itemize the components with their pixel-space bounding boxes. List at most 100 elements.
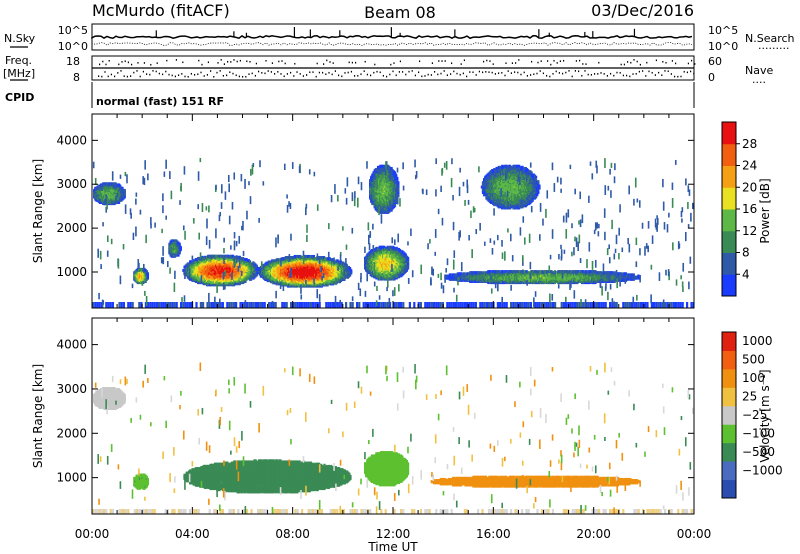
power-cell (516, 275, 519, 279)
power-cell (147, 302, 150, 308)
power-cell (251, 262, 254, 266)
nave-point (274, 72, 276, 75)
power-cell (215, 302, 218, 308)
power-cell (320, 256, 323, 260)
nave-point (504, 74, 506, 77)
power-cell (252, 261, 255, 265)
nave-point (571, 75, 573, 78)
nave-point (299, 73, 301, 75)
power-cell (498, 270, 501, 274)
power-cell (397, 252, 401, 256)
power-cell (491, 278, 494, 282)
power-cell (239, 302, 242, 308)
nave-point (626, 74, 628, 77)
nave-point (251, 72, 253, 75)
power-cell (379, 264, 383, 268)
power-cell (297, 268, 300, 272)
noise-left-bottom-tick: 10^0 (58, 40, 88, 53)
nave-point (203, 75, 205, 77)
nave-point (632, 73, 634, 75)
power-cell (281, 302, 284, 308)
power-cell (301, 280, 304, 284)
nave-point (690, 70, 692, 73)
power-cell (184, 302, 187, 308)
power-cell (215, 254, 218, 258)
noise-right-top-tick: 10^5 (708, 24, 738, 37)
nave-point (166, 59, 168, 62)
power-cell (268, 260, 272, 264)
power-cell (247, 259, 250, 263)
power-cell (246, 272, 249, 276)
nave-point (552, 72, 554, 75)
power-cell (224, 269, 227, 273)
power-cell (369, 252, 372, 256)
power-cell (518, 271, 521, 275)
nave-point (511, 62, 513, 65)
power-cell (201, 255, 204, 259)
power-cell (259, 270, 263, 274)
power-cell (401, 273, 404, 277)
nave-point (373, 71, 375, 74)
nave-point (453, 70, 455, 73)
nave-point (175, 59, 177, 61)
power-cell (308, 254, 311, 258)
power-cell (375, 246, 378, 250)
power-cell (500, 278, 503, 282)
power-cell (274, 259, 277, 263)
nave-point (283, 75, 285, 78)
power-cell (309, 302, 312, 308)
power-cell (196, 256, 200, 260)
nave-point (547, 60, 549, 62)
nave-point (393, 62, 395, 64)
power-cell (326, 271, 329, 275)
power-cell (558, 270, 561, 274)
power-cell (211, 267, 214, 271)
power-cell (278, 258, 282, 262)
power-cell (264, 268, 267, 272)
nave-point (431, 62, 433, 64)
power-cell (295, 274, 299, 278)
power-cell (268, 302, 271, 308)
power-cell (211, 254, 214, 258)
power-cell (217, 265, 220, 269)
power-cell (256, 266, 259, 270)
nave-point (558, 72, 560, 74)
nave-point (286, 73, 288, 75)
power-cell (382, 262, 385, 266)
nave-point (242, 75, 244, 78)
power-cell (243, 267, 246, 271)
nave-point (120, 70, 122, 72)
power-cell (216, 270, 219, 274)
power-cell (250, 262, 253, 266)
power-cell (526, 274, 529, 278)
power-cell (446, 302, 449, 308)
power-cell (385, 273, 388, 277)
nave-point (341, 75, 343, 78)
power-cell (216, 277, 219, 281)
power-cell (254, 263, 257, 267)
power-cell (626, 302, 629, 308)
nave-point (347, 71, 349, 74)
freq-panel (91, 55, 696, 81)
nave-point (264, 72, 266, 75)
power-cell (500, 270, 503, 274)
power-cell (324, 265, 327, 269)
power-cell (382, 260, 385, 264)
power-cell (330, 258, 334, 262)
power-cell (264, 262, 267, 266)
power-cell (387, 251, 390, 255)
nave-point (207, 61, 209, 64)
power-cell (206, 261, 209, 265)
power-cell (401, 253, 404, 257)
power-cell (185, 266, 188, 270)
power-cell (512, 302, 515, 308)
power-cell (280, 265, 283, 269)
nave-point (139, 75, 141, 78)
power-cell (229, 281, 232, 285)
power-cell (219, 282, 222, 286)
power-cell (211, 271, 214, 275)
nave-point (463, 59, 465, 62)
power-cell (294, 254, 297, 258)
power-cell (383, 263, 386, 267)
power-cell (543, 279, 546, 283)
